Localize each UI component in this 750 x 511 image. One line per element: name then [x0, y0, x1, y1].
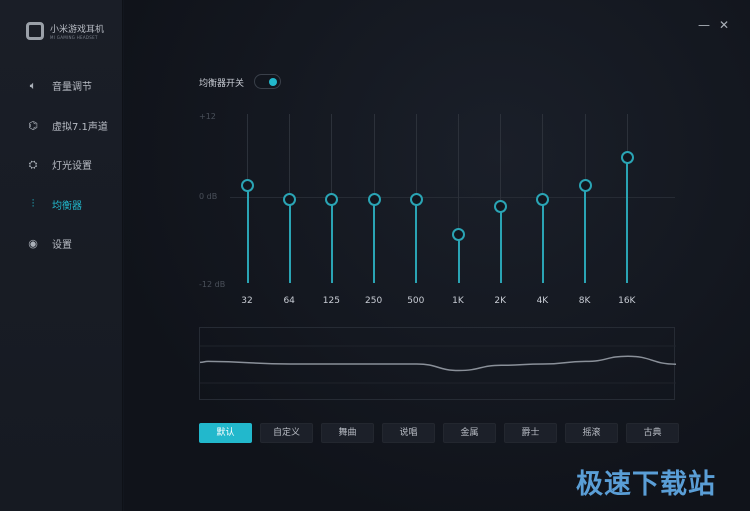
equalizer-toggle[interactable]: [254, 74, 281, 89]
sidebar-item-label: 均衡器: [52, 200, 82, 212]
preset-button-2[interactable]: 舞曲: [321, 423, 374, 443]
slider-knob-8K[interactable]: [578, 179, 592, 193]
freq-label: 8K: [578, 296, 591, 306]
freq-label: 32: [241, 296, 253, 306]
y-label-top: +12: [199, 112, 216, 121]
slider-knob-2K[interactable]: [494, 199, 508, 213]
sidebar-item-3[interactable]: ⫶ 均衡器: [26, 197, 82, 212]
settings-icon: ◉: [28, 237, 38, 250]
preset-button-7[interactable]: 古典: [626, 423, 679, 443]
sidebar-item-label: 音量调节: [52, 82, 92, 93]
eq-curve-panel: [199, 327, 676, 400]
equalizer-switch-label: 均衡器开关: [199, 79, 245, 89]
slider-fill: [541, 199, 544, 283]
freq-label: 64: [283, 296, 295, 306]
light-icon: ⛭: [28, 157, 38, 171]
slider-fill: [457, 234, 460, 283]
freq-label: 4K: [536, 296, 549, 306]
preset-button-6[interactable]: 摇滚: [565, 423, 618, 443]
freq-label: 250: [365, 296, 383, 306]
slider-fill: [246, 185, 249, 283]
app-title: 小米游戏耳机: [50, 25, 105, 35]
minimize-button[interactable]: —: [698, 18, 710, 32]
freq-label: 2K: [494, 296, 506, 306]
equalizer-icon: ⫶: [31, 197, 35, 210]
eq-curve: [200, 345, 676, 384]
freq-label: 500: [407, 296, 425, 306]
slider-fill: [584, 185, 587, 283]
close-button[interactable]: ✕: [719, 18, 730, 32]
sidebar-item-label: 设置: [52, 240, 72, 251]
sidebar-item-0[interactable]: 🔈︎ 音量调节: [26, 78, 92, 94]
app-subtitle: MI GAMING HEADSET: [50, 35, 98, 40]
sidebar-item-2[interactable]: ⛭ 灯光设置: [26, 157, 92, 173]
y-label-bottom: -12 dB: [199, 280, 226, 289]
slider-knob-64[interactable]: [283, 193, 297, 206]
watermark: 极速下载站: [576, 469, 716, 500]
toggle-knob: [269, 78, 277, 86]
slider-fill: [373, 199, 376, 283]
preset-button-1[interactable]: 自定义: [260, 423, 313, 443]
surround-icon: ⌬: [28, 118, 38, 132]
slider-knob-500[interactable]: [409, 193, 423, 206]
y-label-mid: 0 dB: [199, 192, 218, 201]
slider-knob-16K[interactable]: [620, 151, 634, 165]
slider-track[interactable]: [458, 114, 459, 283]
preset-button-0[interactable]: 默认: [199, 423, 252, 443]
preset-button-3[interactable]: 说唱: [382, 423, 435, 443]
preset-button-5[interactable]: 爵士: [504, 423, 557, 443]
slider-fill: [330, 199, 333, 283]
sidebar-item-label: 灯光设置: [52, 161, 92, 172]
freq-label: 1K: [452, 296, 464, 306]
sidebar: 小米游戏耳机 MI GAMING HEADSET 🔈︎ 音量调节 ⌬ 虚拟7.1声道 ⛭…: [0, 0, 123, 511]
app-logo: 小米游戏耳机 MI GAMING HEADSET: [26, 22, 104, 40]
logo-icon: [26, 22, 44, 40]
slider-knob-32[interactable]: [241, 179, 254, 193]
slider-knob-1K[interactable]: [452, 227, 465, 241]
eq-curve-line: [200, 355, 676, 372]
slider-fill: [626, 157, 629, 283]
preset-button-4[interactable]: 金属: [443, 423, 496, 443]
sidebar-item-1[interactable]: ⌬ 虚拟7.1声道: [26, 118, 108, 133]
slider-fill: [499, 206, 502, 283]
slider-fill: [288, 199, 291, 283]
slider-fill: [415, 199, 418, 283]
zero-line: [230, 197, 675, 198]
freq-label: 16K: [618, 296, 636, 306]
sidebar-item-4[interactable]: ◉ 设置: [26, 236, 72, 251]
slider-knob-125[interactable]: [325, 193, 339, 206]
slider-knob-4K[interactable]: [536, 193, 550, 206]
freq-label: 125: [322, 296, 340, 306]
slider-track[interactable]: [500, 114, 502, 283]
slider-knob-250[interactable]: [367, 193, 381, 206]
speaker-icon: 🔈︎: [29, 78, 37, 92]
sidebar-item-label: 虚拟7.1声道: [52, 121, 108, 133]
